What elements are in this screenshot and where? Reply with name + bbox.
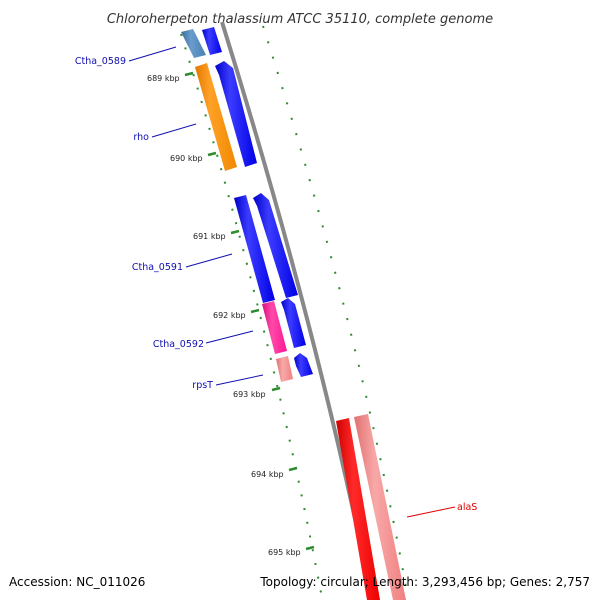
feature-alaS-outer[interactable] — [354, 414, 406, 600]
gene-label-Ctha_0592[interactable]: Ctha_0592 — [153, 339, 204, 350]
feature-Ctha_0589-outer[interactable] — [202, 27, 222, 55]
gene-label-rpsT[interactable]: rpsT — [192, 380, 213, 391]
feature-rho-outer[interactable] — [215, 61, 257, 167]
kbp-ticks — [184, 71, 315, 551]
feature-rpsT-outer[interactable] — [294, 353, 313, 377]
tick-label-691: 691 kbp — [193, 232, 226, 241]
inner-dotted-ring — [180, 33, 323, 599]
feature-Ctha_0592[interactable] — [262, 301, 287, 354]
label-leaders — [128, 46, 456, 518]
map-title: Chloroherpeton thalassium ATCC 35110, co… — [107, 12, 493, 27]
feature-Ctha_0589[interactable] — [181, 29, 206, 58]
gene-label-alaS[interactable]: alaS — [457, 502, 477, 513]
gene-label-Ctha_0591[interactable]: Ctha_0591 — [132, 262, 183, 273]
gene-label-rho[interactable]: rho — [133, 132, 149, 143]
genome-summary-text: Topology: circular; Length: 3,293,456 bp… — [259, 575, 590, 589]
feature-rpsT[interactable] — [276, 356, 293, 382]
feature-alaS-inner[interactable] — [336, 418, 380, 600]
tick-label-693: 693 kbp — [233, 390, 266, 399]
outer-dotted-ring — [262, 25, 409, 599]
tick-label-695: 695 kbp — [268, 548, 301, 557]
feature-Ctha_0592-outer[interactable] — [281, 298, 306, 348]
tick-label-692: 692 kbp — [213, 311, 246, 320]
gene-label-Ctha_0589[interactable]: Ctha_0589 — [75, 56, 126, 67]
tick-label-689: 689 kbp — [147, 74, 180, 83]
tick-label-690: 690 kbp — [170, 154, 203, 163]
feature-rho[interactable] — [195, 63, 237, 171]
feature-Ctha_0591-outer[interactable] — [253, 193, 298, 298]
tick-label-694: 694 kbp — [251, 470, 284, 479]
feature-Ctha_0591-inner[interactable] — [234, 195, 275, 303]
accession-text: Accession: NC_011026 — [9, 575, 145, 589]
